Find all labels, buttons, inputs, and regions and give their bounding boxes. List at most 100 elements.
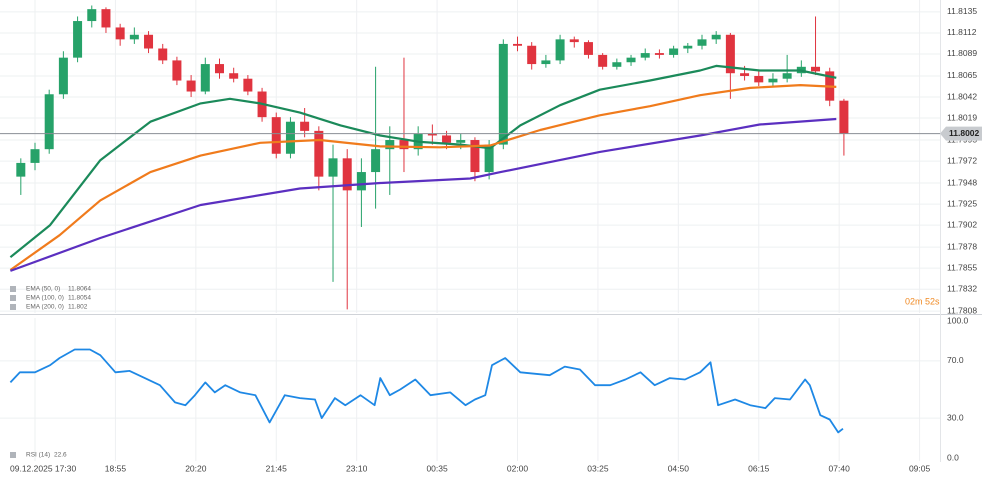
candle-body: [144, 34, 154, 49]
candle-body: [186, 80, 196, 92]
candle-body: [498, 43, 508, 145]
candle-body: [73, 21, 83, 58]
candle-body: [740, 73, 750, 76]
candle-body: [569, 39, 579, 43]
candle-body: [456, 140, 466, 143]
y-tick-label: 11.7832: [947, 283, 977, 293]
legend-name: EMA (200, 0): [26, 304, 64, 311]
candle-body: [527, 45, 537, 65]
y-tick-label: 11.8042: [947, 91, 977, 101]
candle-body: [768, 78, 778, 83]
legend-value: 11.8064: [68, 286, 91, 293]
candle-body: [44, 94, 54, 150]
candle-body: [385, 140, 395, 150]
candle-body: [484, 144, 494, 173]
y-tick-label: 11.8019: [947, 112, 977, 122]
candle-body: [314, 130, 324, 177]
candle-body: [342, 158, 352, 191]
y-tick-label: 11.7972: [947, 155, 977, 165]
x-tick-label: 06:15: [748, 463, 770, 473]
candle-body: [30, 149, 40, 163]
candle-body: [442, 135, 452, 143]
legend-icon: [10, 304, 16, 310]
candle-body: [87, 9, 97, 22]
y-tick-label: 11.7902: [947, 219, 977, 229]
candle-body: [782, 73, 792, 79]
x-tick-label: 20:20: [185, 463, 207, 473]
x-tick-label: 18:55: [105, 463, 127, 473]
current-price-tag: [940, 126, 982, 141]
x-tick-label: 02:00: [507, 463, 529, 473]
x-tick-label: 09:05: [909, 463, 931, 473]
y-tick-label: 11.7925: [947, 198, 977, 208]
candle-body: [555, 39, 565, 61]
candle-body: [214, 64, 224, 74]
candle-body: [371, 149, 381, 173]
candle-body: [243, 78, 253, 92]
countdown: 02m 52s: [905, 296, 940, 306]
candle-body: [16, 162, 26, 177]
candle-body: [811, 66, 821, 72]
candle-body: [399, 140, 409, 150]
candle-body: [711, 34, 721, 40]
candle-body: [513, 43, 523, 46]
y-tick-label: 11.8112: [947, 27, 977, 37]
candle-body: [328, 158, 338, 177]
candle-body: [129, 34, 139, 40]
candle-body: [158, 48, 168, 61]
candle-body: [612, 62, 622, 67]
rsi-line: [9, 348, 844, 434]
y-tick-label: 30.0: [947, 412, 964, 422]
ema-line: [10, 117, 837, 272]
y-tick-label: 11.8065: [947, 70, 977, 80]
candle-body: [470, 140, 480, 173]
candle-body: [115, 27, 125, 40]
candle-body: [839, 100, 849, 134]
candle-body: [725, 34, 735, 74]
y-tick-label: 11.7878: [947, 241, 977, 251]
legend-icon: [10, 286, 16, 292]
legend-name: EMA (100, 0): [26, 295, 64, 302]
y-tick-label: 11.8135: [947, 6, 977, 16]
candle-body: [697, 39, 707, 46]
candle-body: [356, 172, 366, 191]
legend-value: 11.8054: [68, 295, 91, 302]
x-tick-label: 21:45: [266, 463, 288, 473]
x-tick-label: 00:35: [426, 463, 448, 473]
x-tick-label: 09.12.2025 17:30: [10, 463, 76, 473]
legend-value: 11.802: [68, 304, 88, 311]
candle-body: [640, 53, 650, 58]
candle-body: [172, 60, 182, 81]
candle-body: [683, 45, 693, 49]
x-tick-label: 03:25: [587, 463, 609, 473]
candle-body: [541, 60, 551, 65]
y-tick-label: 11.8089: [947, 48, 977, 58]
candle-body: [427, 133, 437, 136]
candle-body: [101, 9, 111, 28]
candle-body: [300, 121, 310, 131]
y-tick-label: 100.0: [947, 315, 969, 325]
y-tick-label: 11.7808: [947, 305, 977, 315]
y-tick-label: 11.7948: [947, 177, 977, 187]
x-tick-label: 23:10: [346, 463, 368, 473]
candle-body: [271, 117, 281, 154]
candle-body: [654, 53, 664, 55]
legend-value: 22.6: [54, 452, 67, 459]
candle-body: [754, 75, 764, 83]
candle-body: [669, 48, 679, 55]
legend-name: RSI (14): [26, 452, 50, 459]
legend-icon: [10, 452, 16, 458]
current-price-label: 11.8002: [949, 128, 980, 138]
y-tick-label: 70.0: [947, 355, 964, 365]
candle-body: [229, 73, 239, 79]
x-tick-label: 04:50: [668, 463, 690, 473]
candle-body: [583, 42, 593, 55]
y-tick-label: 11.7855: [947, 262, 977, 272]
legend-icon: [10, 295, 16, 301]
legend-name: EMA (50, 0): [26, 286, 60, 293]
candle-body: [285, 121, 295, 154]
ema-line: [9, 64, 837, 259]
ema-line: [9, 84, 837, 271]
